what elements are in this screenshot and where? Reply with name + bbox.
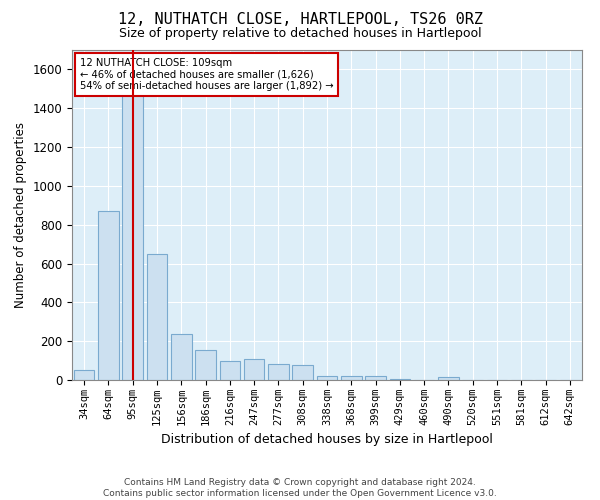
Bar: [317, 376, 337, 380]
Bar: [268, 364, 289, 380]
Bar: [98, 211, 119, 380]
Bar: [341, 376, 362, 380]
X-axis label: Distribution of detached houses by size in Hartlepool: Distribution of detached houses by size …: [161, 434, 493, 446]
Bar: [74, 370, 94, 380]
Bar: [389, 379, 410, 380]
Text: 12, NUTHATCH CLOSE, HARTLEPOOL, TS26 0RZ: 12, NUTHATCH CLOSE, HARTLEPOOL, TS26 0RZ: [118, 12, 482, 28]
Bar: [365, 376, 386, 380]
Bar: [244, 358, 265, 380]
Bar: [292, 366, 313, 380]
Bar: [438, 377, 459, 380]
Bar: [122, 83, 143, 380]
Bar: [195, 350, 216, 380]
Bar: [146, 254, 167, 380]
Text: Contains HM Land Registry data © Crown copyright and database right 2024.
Contai: Contains HM Land Registry data © Crown c…: [103, 478, 497, 498]
Bar: [171, 334, 191, 380]
Bar: [220, 360, 240, 380]
Text: 12 NUTHATCH CLOSE: 109sqm
← 46% of detached houses are smaller (1,626)
54% of se: 12 NUTHATCH CLOSE: 109sqm ← 46% of detac…: [80, 58, 333, 92]
Y-axis label: Number of detached properties: Number of detached properties: [14, 122, 27, 308]
Text: Size of property relative to detached houses in Hartlepool: Size of property relative to detached ho…: [119, 28, 481, 40]
